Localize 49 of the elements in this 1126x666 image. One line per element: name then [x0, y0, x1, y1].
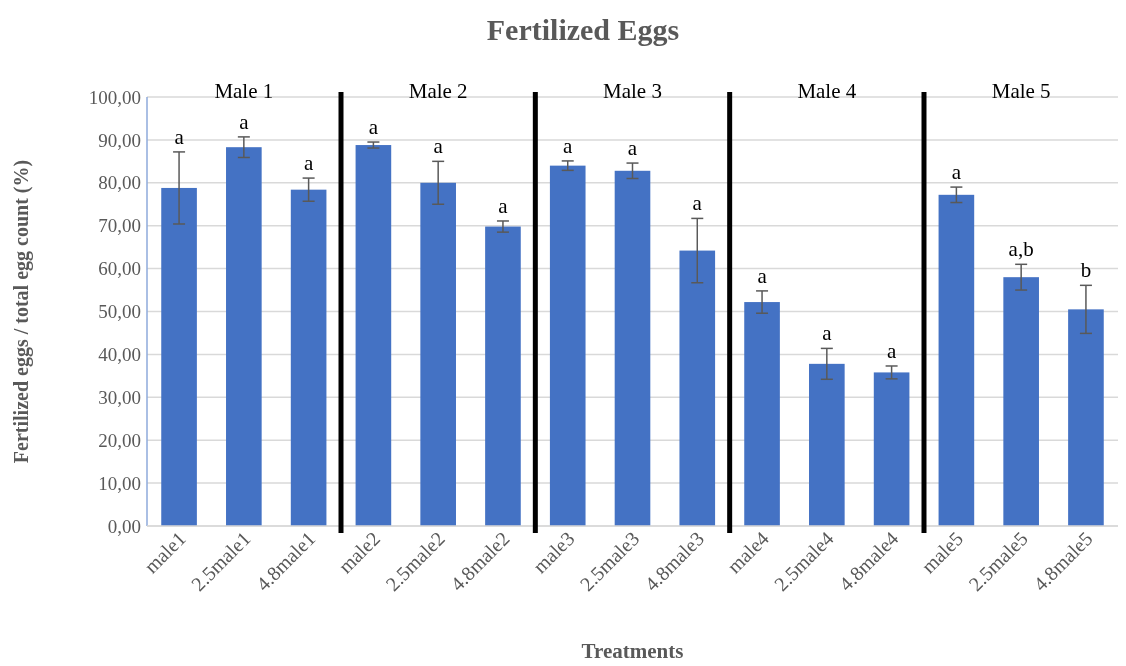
x-axis-title: Treatments	[581, 639, 684, 663]
y-tick-label: 60,00	[98, 258, 141, 280]
annotation: a	[692, 191, 703, 216]
annotation: a	[627, 136, 638, 161]
y-tick-label: 50,00	[98, 301, 141, 323]
bar	[1068, 309, 1104, 526]
annotation: a	[174, 124, 185, 149]
annotation: a	[563, 133, 574, 158]
annotation: a	[886, 338, 897, 363]
bar	[873, 372, 910, 526]
annotation: Male 5	[991, 79, 1051, 103]
bar	[161, 187, 197, 526]
y-tick-label: 90,00	[98, 129, 141, 151]
bar	[809, 363, 845, 526]
annotation: Male 1	[214, 79, 274, 103]
annotation: Male 2	[408, 79, 468, 103]
y-tick-label: 0,00	[107, 515, 141, 537]
bar	[679, 250, 716, 526]
bar	[938, 194, 975, 526]
bar	[290, 189, 327, 526]
y-tick-label: 10,00	[98, 472, 141, 494]
bar	[355, 145, 392, 526]
bar	[614, 170, 651, 526]
annotation: a	[239, 109, 250, 134]
bar	[744, 302, 780, 526]
annotation: a	[951, 160, 962, 185]
bar	[1003, 277, 1039, 526]
annotation: Male 4	[797, 79, 857, 103]
annotation: a	[368, 115, 379, 140]
y-tick-label: 80,00	[98, 172, 141, 194]
y-tick-label: 40,00	[98, 344, 141, 366]
annotation: a	[822, 321, 833, 346]
bar	[485, 226, 521, 526]
bar	[420, 182, 456, 526]
y-tick-label: 100,00	[88, 86, 141, 108]
y-axis-title: Fertilized eggs / total egg count (%)	[10, 159, 33, 464]
annotation: a	[303, 151, 314, 176]
y-tick-label: 20,00	[98, 429, 141, 451]
bar	[226, 147, 262, 526]
y-tick-label: 30,00	[98, 386, 141, 408]
chart-title: Fertilized Eggs	[486, 13, 680, 46]
annotation: Male 3	[603, 79, 662, 103]
bar	[549, 165, 586, 526]
annotation: a,b	[1008, 237, 1034, 262]
annotation: b	[1080, 258, 1092, 283]
annotation: a	[433, 134, 444, 159]
annotation: a	[498, 193, 509, 218]
y-tick-label: 70,00	[98, 215, 141, 237]
annotation: a	[757, 263, 768, 288]
